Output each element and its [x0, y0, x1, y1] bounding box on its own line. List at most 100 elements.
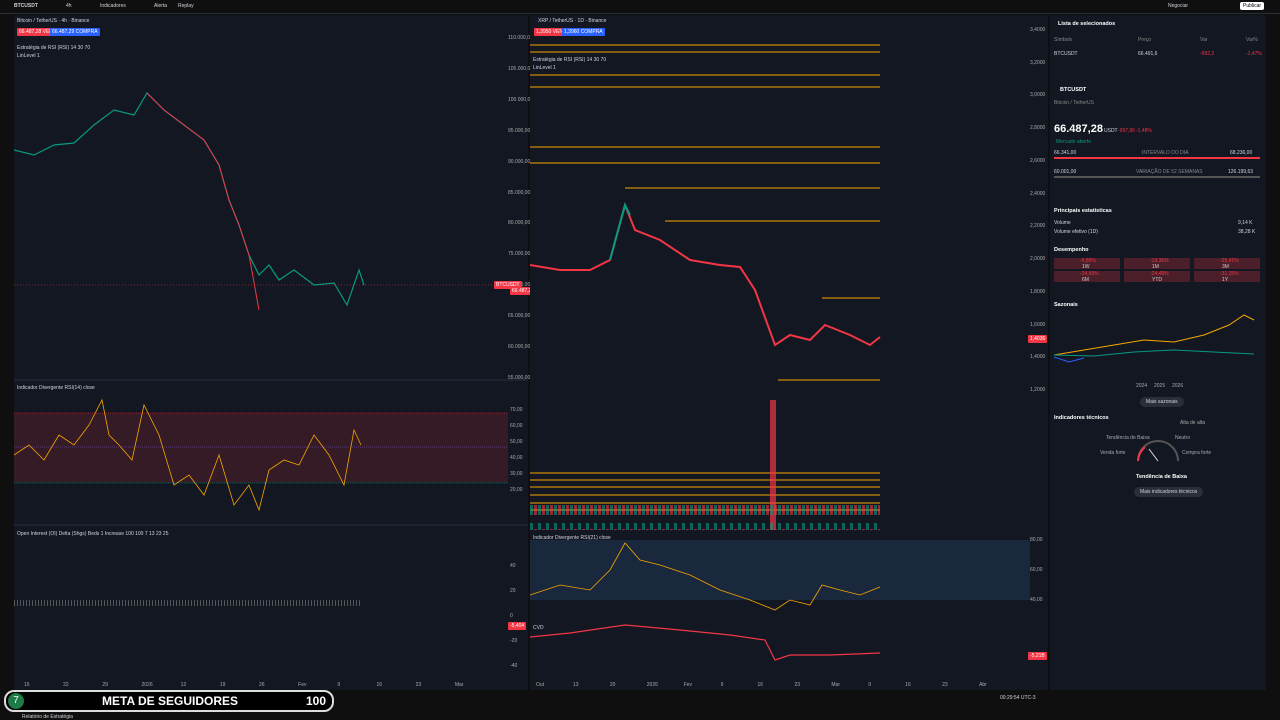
buy-label: COMPRA: [580, 29, 603, 35]
season-button[interactable]: Mais sazonais: [1140, 397, 1184, 407]
day-high: 68.236,00: [1230, 150, 1253, 156]
time-label: 13: [572, 682, 579, 688]
time-label: 2026: [141, 682, 153, 688]
axis-label: 85.000,00: [508, 189, 531, 196]
axis-label: 1,4000: [1030, 354, 1046, 361]
watchlist-cell[interactable]: -1,47%: [1246, 51, 1262, 57]
gauge: [1137, 440, 1179, 462]
time-label: Abr: [979, 682, 987, 688]
buy-label: COMPRA: [75, 29, 98, 35]
time-label: 19: [219, 682, 226, 688]
perf-value: -31,25%: [1220, 271, 1239, 277]
perf-title: Desempenho: [1054, 247, 1089, 253]
sell-price-value: 1,3950: [536, 29, 552, 35]
publish[interactable]: Publicar: [1240, 2, 1265, 10]
time-label: 9: [868, 682, 872, 688]
buy-price-value: 1,3960: [564, 29, 580, 35]
time-label: 16: [905, 682, 911, 688]
axis-label: 3,0000: [1030, 92, 1046, 99]
axis-label: 2,4000: [1030, 190, 1046, 197]
oi-title: Open Interest (OI) Delta (Shgs) Beds 1 I…: [17, 531, 169, 537]
time-label: Fev: [683, 682, 693, 688]
volume2: 38,28 K: [1238, 229, 1256, 235]
toolbar: BTCUSDT 4h Indicadores Alerta Replay Neg…: [0, 0, 1280, 14]
time-label: 23: [415, 682, 422, 688]
gauge-label: Alta de alta: [1180, 420, 1206, 426]
legend-entry: 2024: [1136, 383, 1148, 389]
time-label: Out: [536, 682, 545, 688]
perf-cell: -31,25% 1Y: [1194, 271, 1260, 283]
sidebar: Lista de selecionados Símbolo Preço Var Var…: [1050, 15, 1266, 690]
right-drawings: [530, 44, 1030, 661]
chart-title: Bitcoin / TetherUS · 4h · Binance: [17, 18, 90, 24]
perf-value: -24,99%: [1080, 271, 1099, 277]
perf-period: 1W: [1082, 264, 1090, 270]
gauge-label: Neutro: [1175, 435, 1191, 441]
watchlist-cell[interactable]: BTCUSDT: [1054, 51, 1078, 57]
goal-widget: 7 META DE SEGUIDORES 100: [4, 690, 334, 712]
watchlist-cell[interactable]: -992,2: [1200, 51, 1215, 57]
trade[interactable]: Negociar: [1168, 3, 1189, 9]
detail-name: Bitcoin / TetherUS: [1054, 100, 1094, 106]
time-label: Fev: [298, 682, 307, 688]
price-tag: 66.487,28: [510, 287, 537, 295]
axis-label: 3,4000: [1030, 27, 1046, 33]
level: LinLevel 1: [533, 65, 556, 71]
range-52-bar: [1054, 176, 1260, 178]
indicators[interactable]: Indicadores: [100, 3, 126, 9]
axis-label: 1,2000: [1030, 387, 1046, 393]
strategy: Estratégia de RSI (RSI) 14 30 70: [17, 45, 91, 51]
volume: 9,14 K: [1238, 220, 1253, 226]
symbol[interactable]: BTCUSDT: [14, 3, 38, 9]
legend-entry: 2026: [1172, 383, 1184, 389]
axis-label: 2,8000: [1030, 125, 1046, 132]
column-header: Var: [1200, 37, 1208, 43]
perf-cell: -19,36% 1M: [1124, 258, 1190, 270]
interval[interactable]: 4h: [66, 3, 72, 9]
gauge-result: Tendência de Baixa: [1136, 474, 1187, 480]
high-52: 126.199,63: [1228, 169, 1254, 175]
axis-label: 2,6000: [1030, 157, 1046, 164]
left-chart: Bitcoin / TetherUS · 4h · Binance 66.487…: [14, 15, 537, 690]
goal-value: 100: [306, 694, 327, 708]
sell-price[interactable]: 1,3950 VENDA: [534, 28, 572, 36]
axis-label: 105.000,00: [508, 65, 534, 72]
watchlist-title: Lista de selecionados: [1058, 21, 1116, 27]
day-range-label: INTERVALO DO DIA: [1142, 150, 1189, 156]
tech-button[interactable]: Mais indicadores técnicos: [1134, 487, 1204, 497]
time-label: 29: [102, 682, 108, 688]
season-title: Sazonais: [1054, 302, 1078, 308]
cvd-title: CVD: [533, 625, 544, 631]
axis-label: 30,00: [510, 471, 523, 477]
axis-label: 50,00: [510, 439, 523, 445]
season-chart: [1054, 314, 1255, 363]
time-label: 16: [757, 682, 764, 688]
axis-label: 40,00: [510, 455, 523, 461]
price-tag: 1,4036: [1028, 335, 1048, 343]
axis-label: 60,00: [510, 423, 523, 429]
sell-label: VENDA: [553, 29, 570, 35]
axis-label: 20: [510, 588, 516, 594]
buy-price[interactable]: 66.487,29 COMPRA: [50, 28, 100, 36]
time-label: 16: [376, 682, 383, 688]
left-drawings: [14, 92, 528, 606]
perf-period: YTD: [1152, 277, 1162, 283]
perf-value: -25,41%: [1220, 258, 1239, 264]
alert[interactable]: Alerta: [154, 3, 168, 9]
time-label: 23: [794, 682, 801, 688]
replay[interactable]: Replay: [178, 3, 194, 9]
watchlist-cell[interactable]: 66.491,6: [1138, 51, 1158, 57]
tech-title: Indicadores técnicos: [1054, 415, 1109, 421]
column-header: Símbolo: [1054, 37, 1073, 43]
detail-symbol: BTCUSDT: [1060, 87, 1087, 93]
gauge-label: Compra forte: [1182, 450, 1212, 456]
axis-label: 40: [510, 563, 516, 569]
buy-price[interactable]: 1,3960 COMPRA: [562, 28, 605, 36]
axis-label: 95.000,00: [508, 127, 531, 134]
report[interactable]: Relatório de Estratégia: [22, 714, 73, 720]
price-axis: 3,4000 3,2000 3,0000 2,8000 2,6000 2,4000 2,20…: [1030, 27, 1048, 393]
range-52-label: VARIAÇÃO DE 52 SEMANAS: [1136, 169, 1203, 175]
time-label: 2026: [646, 682, 658, 688]
time-label: 20: [609, 682, 616, 688]
